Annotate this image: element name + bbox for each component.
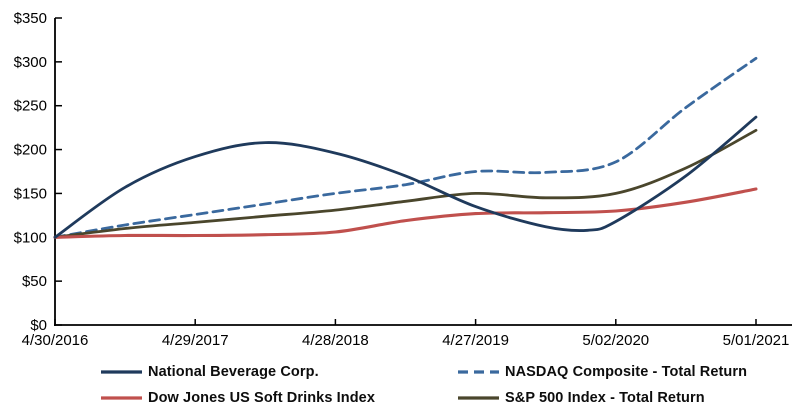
y-axis-tick-label: $300	[14, 54, 47, 71]
y-axis-tick-label: $350	[14, 10, 47, 27]
x-axis-tick-label: 5/02/2020	[582, 332, 649, 349]
y-axis-tick-label: $200	[14, 142, 47, 159]
y-axis-tick-label: $0	[30, 317, 47, 334]
series-line-1	[53, 56, 758, 239]
y-axis-tick-label: $150	[14, 185, 47, 202]
series-line-3	[53, 128, 758, 239]
y-axis-tick-label: $100	[14, 229, 47, 246]
x-axis-tick-label: 5/01/2021	[723, 332, 790, 349]
x-axis-tick-label: 4/27/2019	[442, 332, 509, 349]
series-line-2	[53, 187, 758, 239]
y-axis-tick-label: $250	[14, 98, 47, 115]
y-axis-tick-label: $50	[22, 273, 47, 290]
x-axis-tick-label: 4/30/2016	[22, 332, 89, 349]
x-axis-tick-label: 4/28/2018	[302, 332, 369, 349]
series-line-0	[53, 115, 758, 239]
x-axis-tick-label: 4/29/2017	[162, 332, 229, 349]
